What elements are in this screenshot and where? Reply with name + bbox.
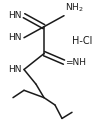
Text: =NH: =NH	[65, 58, 86, 67]
Text: HN: HN	[8, 33, 22, 42]
Text: HN: HN	[8, 11, 22, 20]
Text: NH$_2$: NH$_2$	[65, 2, 84, 14]
Text: HN: HN	[8, 65, 22, 74]
Text: H-Cl: H-Cl	[72, 36, 92, 46]
